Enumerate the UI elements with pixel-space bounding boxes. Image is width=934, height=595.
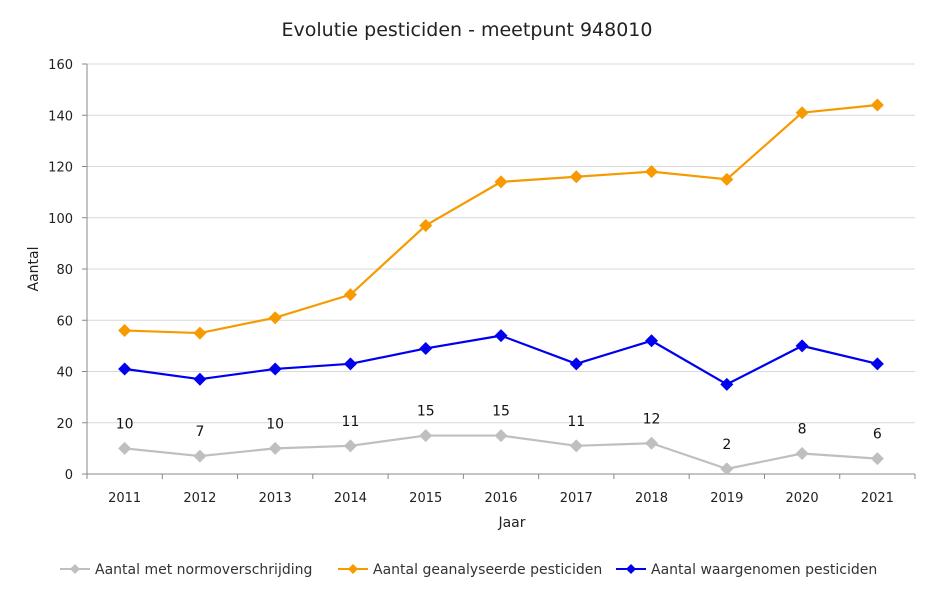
data-point xyxy=(419,341,433,355)
data-point xyxy=(645,165,659,179)
data-point xyxy=(268,311,282,325)
data-label: 15 xyxy=(417,404,435,420)
series-line xyxy=(124,334,878,386)
data-point xyxy=(193,326,207,340)
data-point xyxy=(268,362,282,376)
y-tick-label: 0 xyxy=(65,468,73,483)
y-tick-label: 20 xyxy=(56,417,73,432)
legend-marker xyxy=(626,564,636,574)
data-point xyxy=(569,357,583,371)
x-tick-label: 2011 xyxy=(108,491,141,506)
y-tick-label: 60 xyxy=(56,314,73,329)
x-axis-title: Jaar xyxy=(497,515,525,531)
data-point xyxy=(645,334,659,348)
data-point xyxy=(494,329,508,343)
x-tick-label: 2018 xyxy=(635,491,668,506)
legend-item-1: Aantal met normoverschrijding xyxy=(60,562,312,578)
legend-label: Aantal met normoverschrijding xyxy=(95,562,312,578)
x-tick-label: 2020 xyxy=(786,491,819,506)
legend-label: Aantal waargenomen pesticiden xyxy=(651,562,877,578)
data-point xyxy=(343,288,357,302)
x-tick-label: 2012 xyxy=(183,491,216,506)
data-label: 8 xyxy=(798,422,807,438)
data-point xyxy=(193,372,207,386)
x-tick-label: 2017 xyxy=(560,491,593,506)
data-point xyxy=(118,441,132,455)
x-tick-label: 2015 xyxy=(409,491,442,506)
x-axis-ticks: 2011 2012 2013 2014 2015 2016 2017 2018 2019 2020… xyxy=(86,474,916,506)
data-point xyxy=(268,441,282,455)
data-label: 15 xyxy=(492,404,510,420)
data-point xyxy=(870,357,884,371)
x-tick-label: 2019 xyxy=(710,491,743,506)
series-2 xyxy=(118,98,884,340)
data-point xyxy=(193,449,207,463)
y-tick-label: 80 xyxy=(56,263,73,278)
data-point xyxy=(343,357,357,371)
data-point xyxy=(795,447,809,460)
data-point xyxy=(343,439,357,453)
data-point xyxy=(419,218,433,232)
series-line xyxy=(124,103,878,335)
legend-marker xyxy=(70,564,80,574)
data-point xyxy=(118,324,132,337)
y-tick-label: 140 xyxy=(48,109,73,124)
data-label: 11 xyxy=(342,414,360,430)
data-point xyxy=(870,98,884,112)
data-point xyxy=(494,175,508,189)
legend-marker xyxy=(348,564,358,574)
series-group xyxy=(118,98,884,476)
data-labels: 10 7 10 11 15 15 11 12 2 8 6 xyxy=(116,404,882,453)
x-tick-label: 2013 xyxy=(259,491,292,506)
y-tick-label: 160 xyxy=(48,58,73,73)
data-point xyxy=(118,362,132,376)
data-point xyxy=(645,436,659,450)
data-point xyxy=(870,452,884,466)
y-tick-label: 120 xyxy=(48,161,73,176)
y-tick-label: 100 xyxy=(48,212,73,227)
series-3 xyxy=(118,329,884,391)
legend-label: Aantal geanalyseerde pesticiden xyxy=(373,562,602,578)
x-tick-label: 2014 xyxy=(334,491,367,506)
legend-item-3: Aantal waargenomen pesticiden xyxy=(616,562,877,578)
y-tick-label: 40 xyxy=(56,366,73,381)
series-1 xyxy=(118,429,884,476)
data-label: 6 xyxy=(873,427,882,443)
data-point xyxy=(720,377,734,391)
data-label: 10 xyxy=(266,416,284,432)
data-label: 10 xyxy=(116,416,134,432)
data-point xyxy=(569,170,583,184)
data-point xyxy=(494,429,508,443)
y-axis-ticks: 0 20 40 60 80 100 120 140 160 xyxy=(48,58,87,483)
legend: Aantal met normoverschrijding Aantal gean… xyxy=(60,562,877,578)
data-label: 11 xyxy=(567,414,585,430)
data-point xyxy=(720,462,734,476)
data-point xyxy=(419,429,433,443)
data-point xyxy=(795,339,809,353)
legend-item-2: Aantal geanalyseerde pesticiden xyxy=(338,562,602,578)
data-label: 2 xyxy=(722,437,731,453)
data-point xyxy=(569,439,583,453)
chart-title: Evolutie pesticiden - meetpunt 948010 xyxy=(282,19,653,41)
x-tick-label: 2016 xyxy=(484,491,517,506)
data-label: 12 xyxy=(643,411,661,427)
gridlines xyxy=(87,63,915,424)
x-tick-label: 2021 xyxy=(861,491,894,506)
data-point xyxy=(720,172,734,186)
data-point xyxy=(795,106,809,120)
data-label: 7 xyxy=(195,424,204,440)
y-axis-title: Aantal xyxy=(26,247,42,292)
